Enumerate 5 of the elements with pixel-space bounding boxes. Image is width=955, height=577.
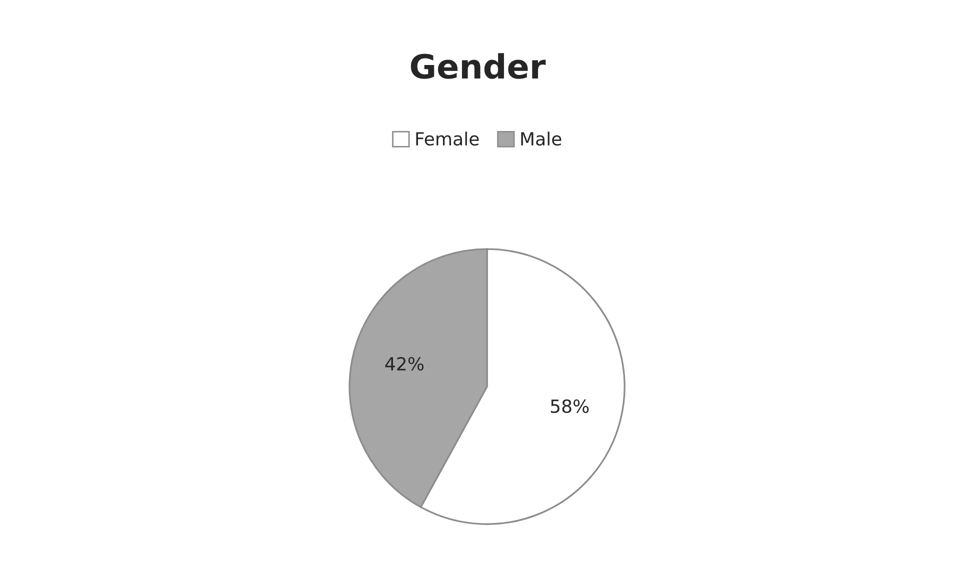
legend-label: Female — [416, 132, 479, 146]
chart-title: Gender — [410, 53, 546, 79]
legend-label: Male — [521, 132, 562, 146]
data-label: 58% — [550, 399, 589, 414]
data-label: 42% — [385, 356, 424, 371]
